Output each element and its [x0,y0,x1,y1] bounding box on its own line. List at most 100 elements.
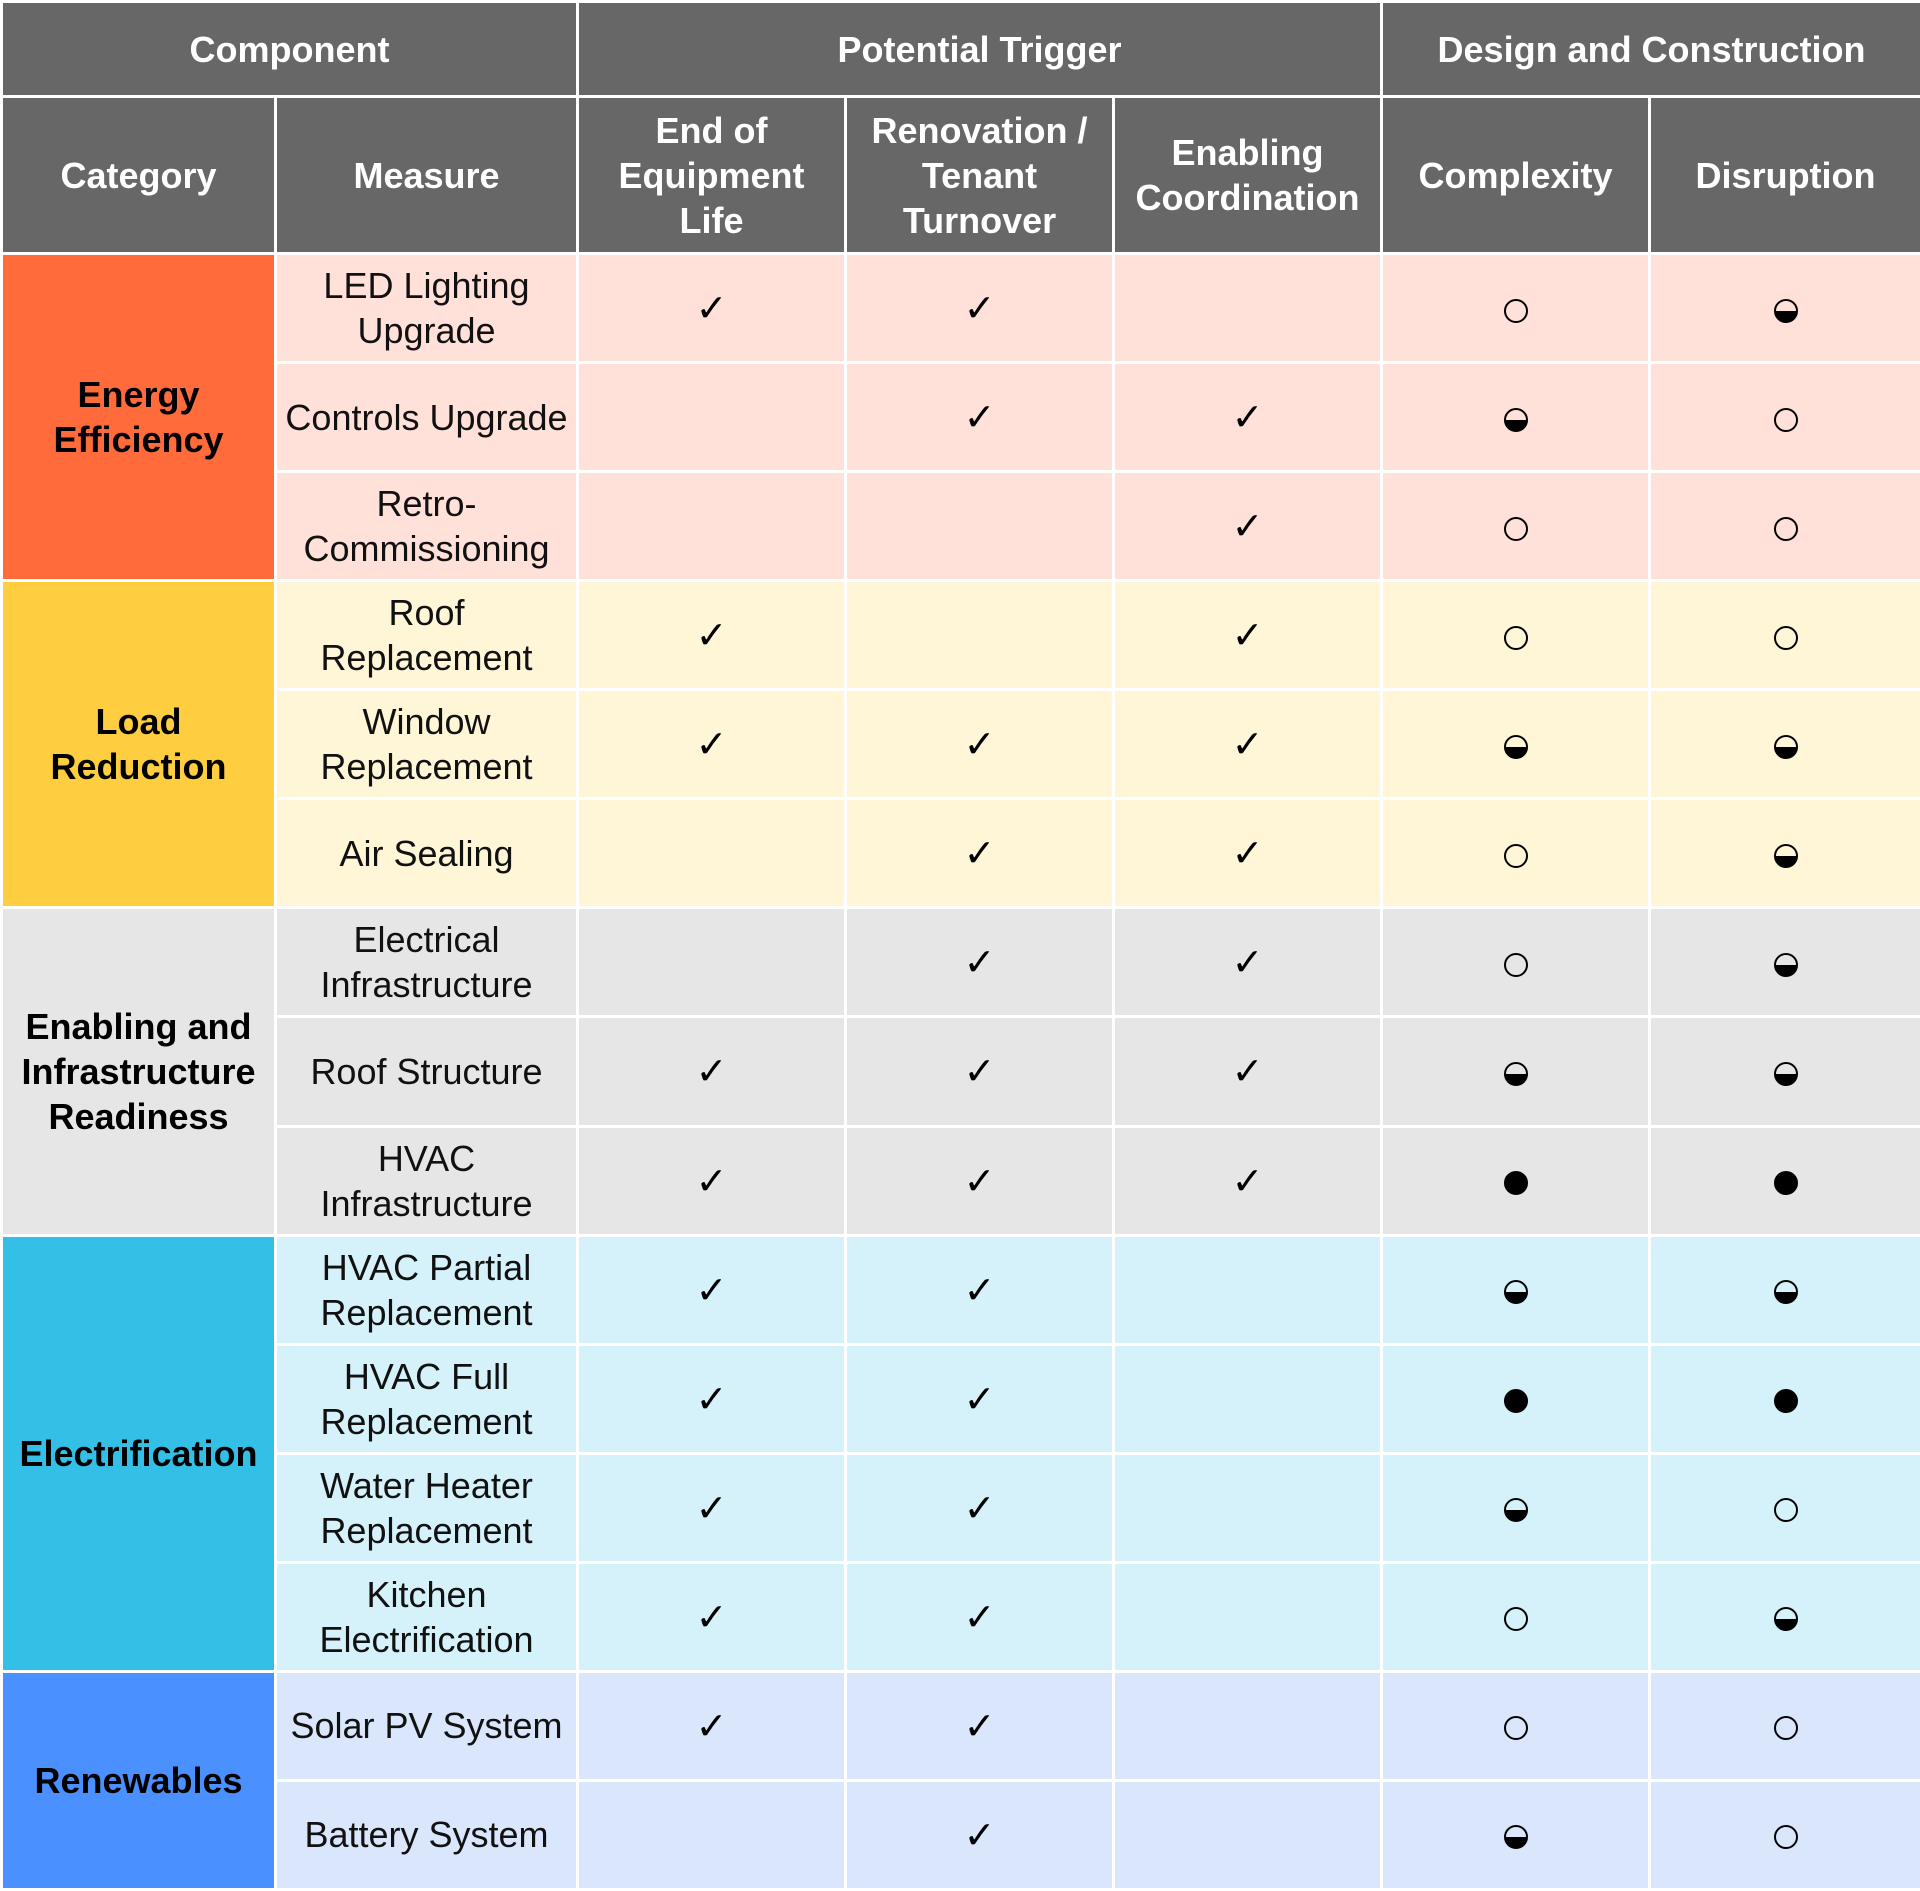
checkmark-icon: ✓ [695,1376,728,1421]
checkmark-icon: ✓ [1231,1049,1264,1094]
end-of-life-cell: ✓ [576,1015,847,1128]
renovation-cell: ✓ [844,1342,1115,1455]
category-cell: Energy Efficiency [0,251,277,583]
disruption-cell [1648,688,1920,801]
complexity-cell [1380,1015,1652,1128]
half-filled-circle-icon [1773,1280,1798,1305]
measure-cell: Retro-Commissioning [274,470,579,583]
empty-circle-icon [1503,952,1528,977]
disruption-cell [1648,906,1920,1019]
checkmark-icon: ✓ [695,1267,728,1312]
enabling-cell: ✓ [1111,579,1384,692]
measure-cell: HVAC Infrastructure [274,1124,579,1237]
checkmark-icon: ✓ [963,1267,996,1312]
table-body: Energy Efficiency LED Lighting Upgrade ✓ ✓ C… [0,251,1920,1891]
measure-cell: Controls Upgrade [274,361,579,474]
checkmark-icon: ✓ [1231,940,1264,985]
checkmark-icon: ✓ [963,940,996,985]
enabling-cell [1111,1669,1384,1782]
half-filled-circle-icon [1503,407,1528,432]
half-filled-circle-icon [1773,952,1798,977]
checkmark-icon: ✓ [1231,831,1264,876]
end-of-life-cell [576,906,847,1019]
complexity-cell [1380,579,1652,692]
end-of-life-cell: ✓ [576,1233,847,1346]
table-row: HVAC Infrastructure ✓ ✓ ✓ [2,1124,1920,1237]
end-of-life-cell: ✓ [576,251,847,365]
checkmark-icon: ✓ [963,1049,996,1094]
filled-circle-icon [1773,1171,1798,1196]
complexity-cell [1380,1778,1652,1891]
enabling-cell [1111,1233,1384,1346]
half-filled-circle-icon [1773,1607,1798,1632]
complexity-cell [1380,1233,1652,1346]
disruption-cell [1648,1451,1920,1564]
table-row: Retro-Commissioning ✓ [2,470,1920,583]
measure-cell: Roof Replacement [274,579,579,692]
disruption-cell [1648,1124,1920,1237]
table-row: Energy Efficiency LED Lighting Upgrade ✓ ✓ [0,251,1920,583]
column-header-measure: Measure [274,95,579,255]
empty-circle-icon [1773,407,1798,432]
group-header-potential-trigger: Potential Trigger [575,0,1384,98]
table-row: Window Replacement ✓ ✓ ✓ [2,688,1920,801]
end-of-life-cell [576,1778,847,1891]
empty-circle-icon [1773,516,1798,541]
table-row: Controls Upgrade ✓ ✓ [2,361,1920,474]
table-row: Renewables Solar PV System ✓ ✓ [0,1669,1920,1891]
end-of-life-cell: ✓ [576,1560,847,1673]
disruption-cell [1648,797,1920,910]
half-filled-circle-icon [1503,734,1528,759]
enabling-cell: ✓ [1111,688,1384,801]
checkmark-icon: ✓ [695,1594,728,1639]
empty-circle-icon [1503,843,1528,868]
table-row: Enabling and Infrastructure Readiness Ele… [0,906,1920,1237]
half-filled-circle-icon [1503,1825,1528,1850]
category-cell: Renewables [0,1669,277,1891]
complexity-cell [1380,251,1652,365]
checkmark-icon: ✓ [963,395,996,440]
enabling-cell: ✓ [1111,1015,1384,1128]
table-row: HVAC Full Replacement ✓ ✓ [2,1342,1920,1455]
half-filled-circle-icon [1503,1498,1528,1523]
end-of-life-cell: ✓ [576,1451,847,1564]
checkmark-icon: ✓ [695,286,728,331]
half-filled-circle-icon [1773,298,1798,323]
table-header: Component Potential Trigger Design and C… [0,0,1920,255]
checkmark-icon: ✓ [963,722,996,767]
complexity-cell [1380,906,1652,1019]
table-row: Water Heater Replacement ✓ ✓ [2,1451,1920,1564]
checkmark-icon: ✓ [963,1594,996,1639]
disruption-cell [1648,1560,1920,1673]
group-header-row: Component Potential Trigger Design and C… [0,0,1920,98]
renovation-cell [844,470,1115,583]
table-row: Battery System ✓ [2,1778,1920,1891]
table-row: Electrification HVAC Partial Replacement ✓… [0,1233,1920,1673]
measure-cell: Water Heater Replacement [274,1451,579,1564]
checkmark-icon: ✓ [1231,722,1264,767]
complexity-cell [1380,1124,1652,1237]
renovation-cell: ✓ [844,1451,1115,1564]
measure-cell: LED Lighting Upgrade [274,251,579,365]
checkmark-icon: ✓ [963,1158,996,1203]
table-row: Air Sealing ✓ ✓ [2,797,1920,910]
enabling-cell [1111,1451,1384,1564]
category-cell: Electrification [0,1233,277,1673]
category-cell: Enabling and Infrastructure Readiness [0,906,277,1237]
table-row: Kitchen Electrification ✓ ✓ [2,1560,1920,1673]
end-of-life-cell [576,470,847,583]
renovation-cell [844,579,1115,692]
disruption-cell [1648,1015,1920,1128]
measure-cell: Battery System [274,1778,579,1891]
filled-circle-icon [1503,1389,1528,1414]
half-filled-circle-icon [1773,843,1798,868]
renovation-cell: ✓ [844,1124,1115,1237]
end-of-life-cell: ✓ [576,1124,847,1237]
complexity-cell [1380,1560,1652,1673]
end-of-life-cell: ✓ [576,1669,847,1782]
empty-circle-icon [1773,1498,1798,1523]
enabling-cell: ✓ [1111,797,1384,910]
empty-circle-icon [1773,625,1798,650]
measure-cell: HVAC Partial Replacement [274,1233,579,1346]
measure-cell: Electrical Infrastructure [274,906,579,1019]
